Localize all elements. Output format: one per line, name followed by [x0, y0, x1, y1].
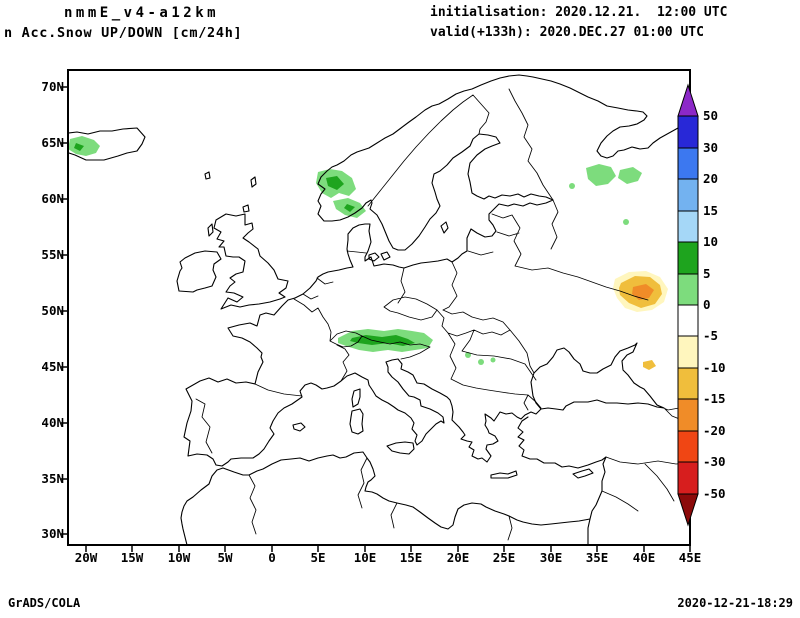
- coastline-islands: [204, 171, 594, 479]
- cbar-label-15: 15: [703, 203, 719, 218]
- left-ticks: [61, 86, 68, 535]
- colorbar-segment-6: [677, 273, 699, 306]
- snow-decrease-patch-core: [632, 284, 654, 300]
- snow-patch-norway-north-dark: [326, 176, 344, 190]
- cbar-label-m5: -5: [703, 328, 719, 343]
- colorbar-segment-bottom: [677, 493, 699, 527]
- axis-ticks: [61, 86, 691, 552]
- colorbar-segment-4: [677, 210, 699, 243]
- cbar-label-50: 50: [703, 108, 719, 123]
- snow-patch-nw-russia-2: [618, 167, 642, 184]
- lat-label-70n: 70N: [41, 79, 64, 94]
- cbar-label-m50: -50: [703, 486, 726, 501]
- cbar-label-m20: -20: [703, 423, 726, 438]
- border-lines: [195, 88, 690, 541]
- lon-label-20e: 20E: [446, 550, 470, 565]
- lat-label-65n: 65N: [41, 135, 64, 150]
- cbar-label-m15: -15: [703, 391, 726, 406]
- lon-label-15e: 15E: [399, 550, 423, 565]
- snow-spot-russia-2: [623, 219, 629, 225]
- colorbar-segment-10: [677, 398, 699, 432]
- lon-label-5w: 5W: [217, 550, 233, 565]
- init-time-label: initialisation: 2020.12.21. 12:00 UTC: [430, 5, 728, 20]
- lat-label-45n: 45N: [41, 359, 64, 374]
- coastlines: [68, 74, 690, 545]
- cbar-label-10: 10: [703, 234, 719, 249]
- lon-label-10w: 10W: [167, 550, 191, 565]
- coastline-great-britain: [213, 213, 289, 310]
- colorbar-segment-1: [677, 115, 699, 149]
- lon-label-40e: 40E: [632, 550, 656, 565]
- lat-label-30n: 30N: [41, 526, 64, 541]
- lon-label-10e: 10E: [353, 550, 377, 565]
- lat-label-40n: 40N: [41, 415, 64, 430]
- snow-spot-carpathia-1: [465, 352, 471, 358]
- valid-time-label: valid(+133h): 2020.DEC.27 01:00 UTC: [430, 25, 704, 40]
- colorbar-segment-2: [677, 147, 699, 180]
- cbar-label-m30: -30: [703, 454, 726, 469]
- snow-patch-norway-south-dark: [344, 204, 355, 212]
- snow-spot-carpathia-3: [490, 357, 496, 363]
- colorbar-segment-top: [677, 83, 699, 117]
- colorbar-segment-9: [677, 367, 699, 400]
- coastline-north-africa: [180, 451, 591, 545]
- lat-label-50n: 50N: [41, 303, 64, 318]
- lat-label-35n: 35N: [41, 471, 64, 486]
- lat-label-55n: 55N: [41, 247, 64, 262]
- lon-label-20w: 20W: [74, 550, 98, 565]
- coastline-iceland: [68, 127, 146, 161]
- lon-label-35e: 35E: [585, 550, 609, 565]
- lon-label-25e: 25E: [492, 550, 516, 565]
- lon-label-0: 0: [268, 550, 276, 565]
- lat-label-60n: 60N: [41, 191, 64, 206]
- snow-decrease-spot-caucasus: [643, 360, 656, 370]
- bottom-ticks: [85, 545, 691, 552]
- creation-timestamp: 2020-12-21-18:29: [677, 596, 793, 610]
- snow-patch-iceland-dark: [74, 143, 84, 151]
- snow-patch-nw-russia-1: [586, 164, 616, 186]
- plot-frame: [61, 69, 691, 552]
- colorbar-segment-12: [677, 461, 699, 495]
- lon-label-5e: 5E: [310, 550, 326, 565]
- lon-label-30e: 30E: [539, 550, 563, 565]
- coastline-turkey-levant: [517, 416, 607, 545]
- coastline-mainland-southwest: [183, 297, 542, 467]
- map-area: [68, 74, 690, 545]
- colorbar-segment-8: [677, 335, 699, 369]
- colorbar: [677, 83, 699, 527]
- cbar-label-5: 5: [703, 266, 711, 281]
- cbar-label-m10: -10: [703, 360, 726, 375]
- field-title: n Acc.Snow UP/DOWN [cm/24h]: [4, 25, 243, 41]
- coastline-ireland: [176, 250, 222, 293]
- colorbar-segment-11: [677, 430, 699, 463]
- colorbar-segment-7: [677, 304, 699, 337]
- coastline-black-sea: [530, 342, 665, 411]
- country-borders: [195, 88, 690, 541]
- lon-label-15w: 15W: [120, 550, 144, 565]
- coastline-mainland-north: [294, 74, 690, 299]
- grads-credit: GrADS/COLA: [8, 596, 81, 610]
- colorbar-segment-5: [677, 241, 699, 275]
- cbar-label-0: 0: [703, 297, 711, 312]
- cbar-label-20: 20: [703, 171, 719, 186]
- lon-label-45e: 45E: [678, 550, 702, 565]
- model-title: nmmE_v4-a12km: [64, 5, 220, 21]
- cbar-label-30: 30: [703, 140, 719, 155]
- snow-spot-russia-1: [569, 183, 575, 189]
- colorbar-segment-3: [677, 178, 699, 212]
- snow-patches: [68, 136, 668, 370]
- snow-spot-carpathia-2: [478, 359, 484, 365]
